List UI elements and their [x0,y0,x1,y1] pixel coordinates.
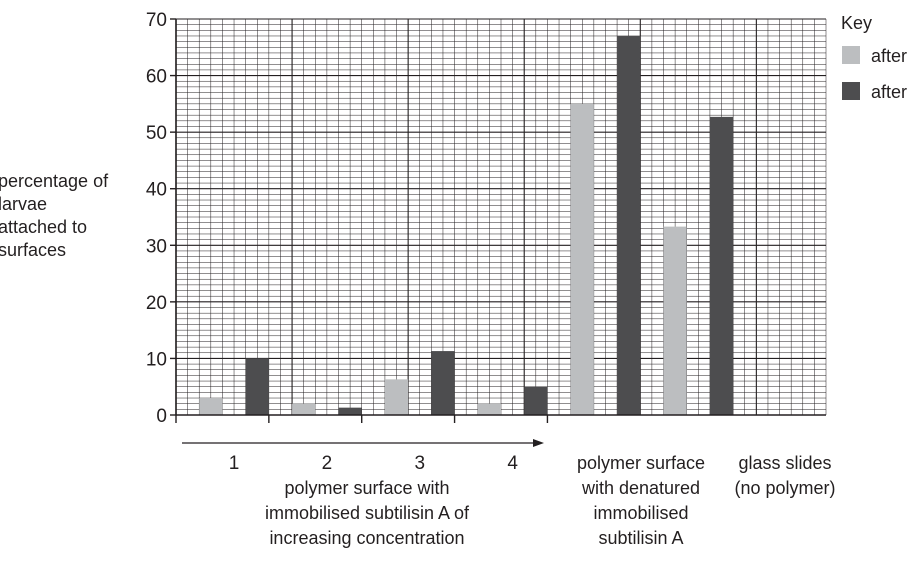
y-axis-label: percentage of larvae attached to surfaces [0,171,109,260]
group-label-line: polymer surface [577,453,705,473]
y-axis-label-line: percentage of [0,171,109,191]
group-label-line: polymer surface with [284,478,449,498]
legend-swatch-dark [842,82,860,100]
y-axis-label-line: attached to [0,217,87,237]
y-tick-label: 40 [146,180,167,201]
group-label-line: immobilised subtilisin A of [265,503,470,523]
bar-light-3 [384,379,409,415]
y-tick-label: 10 [146,349,167,370]
group-label-line: increasing concentration [269,528,464,548]
y-tick-label: 70 [146,10,167,31]
group-labels: polymer surface with immobilised subtilis… [265,453,836,548]
x-tick-label: 2 [322,453,333,474]
x-tick-label: 1 [229,453,240,474]
x-tick-label: 3 [414,453,425,474]
group-label-line: with denatured [581,478,700,498]
y-tick-label: 20 [146,293,167,314]
bar-dark-5 [617,35,641,415]
group-label-line: (no polymer) [734,478,835,498]
bar-light-5 [570,103,594,415]
y-tick-label: 0 [156,406,167,427]
y-tick-label: 60 [146,67,167,88]
legend-label-light: after [871,46,907,66]
bar-dark-4 [524,386,548,415]
grid-major [175,18,826,416]
bar-dark-1 [245,358,269,415]
y-axis-label-line: larvae [0,194,47,214]
legend-title: Key [841,13,872,33]
bar-light-4 [477,403,501,415]
legend: Key after after [841,13,907,102]
y-tick-label: 50 [146,123,167,144]
bars [199,35,734,416]
bar-light-6 [663,226,687,415]
bar-dark-2 [338,407,362,415]
group-label-line: glass slides [738,453,831,473]
group-label-line: subtilisin A [598,528,683,548]
bar-light-1 [199,398,223,415]
bar-light-2 [292,403,316,415]
y-tick-label: 30 [146,236,167,257]
bar-dark-3 [431,351,455,415]
x-tick-labels: 1 2 3 4 [229,453,519,474]
y-tick-labels: 0 10 20 30 40 50 60 70 [146,10,167,427]
legend-swatch-light [842,46,860,64]
bar-dark-6 [709,116,734,416]
y-axis-label-line: surfaces [0,240,66,260]
group-label-line: immobilised [593,503,688,523]
axes [170,18,826,423]
legend-label-dark: after [871,82,907,102]
increasing-arrow [182,439,544,447]
x-tick-label: 4 [507,453,518,474]
